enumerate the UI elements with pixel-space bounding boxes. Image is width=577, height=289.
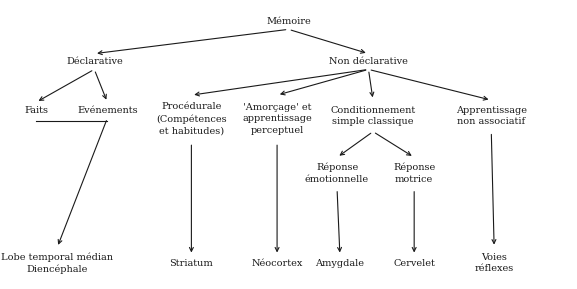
Text: Procédurale
(Compétences
et habitudes): Procédurale (Compétences et habitudes) — [156, 103, 227, 135]
Text: Cervelet: Cervelet — [394, 259, 435, 268]
Text: Faits: Faits — [24, 106, 48, 115]
Text: Non déclarative: Non déclarative — [329, 57, 408, 66]
Text: Amygdale: Amygdale — [316, 259, 365, 268]
Text: Striatum: Striatum — [170, 259, 213, 268]
Text: Réponse
émotionnelle: Réponse émotionnelle — [305, 163, 369, 184]
Text: Mémoire: Mémoire — [266, 17, 311, 26]
Text: Réponse
motrice: Réponse motrice — [393, 163, 435, 184]
Text: Voies
réflexes: Voies réflexes — [474, 253, 514, 273]
Text: Conditionnement
simple classique: Conditionnement simple classique — [331, 106, 415, 126]
Text: 'Amorçage' et
apprentissage
perceptuel: 'Amorçage' et apprentissage perceptuel — [242, 103, 312, 135]
Text: Evénements: Evénements — [77, 106, 138, 115]
Text: Néocortex: Néocortex — [252, 259, 303, 268]
Text: Déclarative: Déclarative — [66, 57, 123, 66]
Text: Lobe temporal médian
Diencéphale: Lobe temporal médian Diencéphale — [1, 252, 113, 274]
Text: Apprentissage
non associatif: Apprentissage non associatif — [456, 106, 527, 126]
